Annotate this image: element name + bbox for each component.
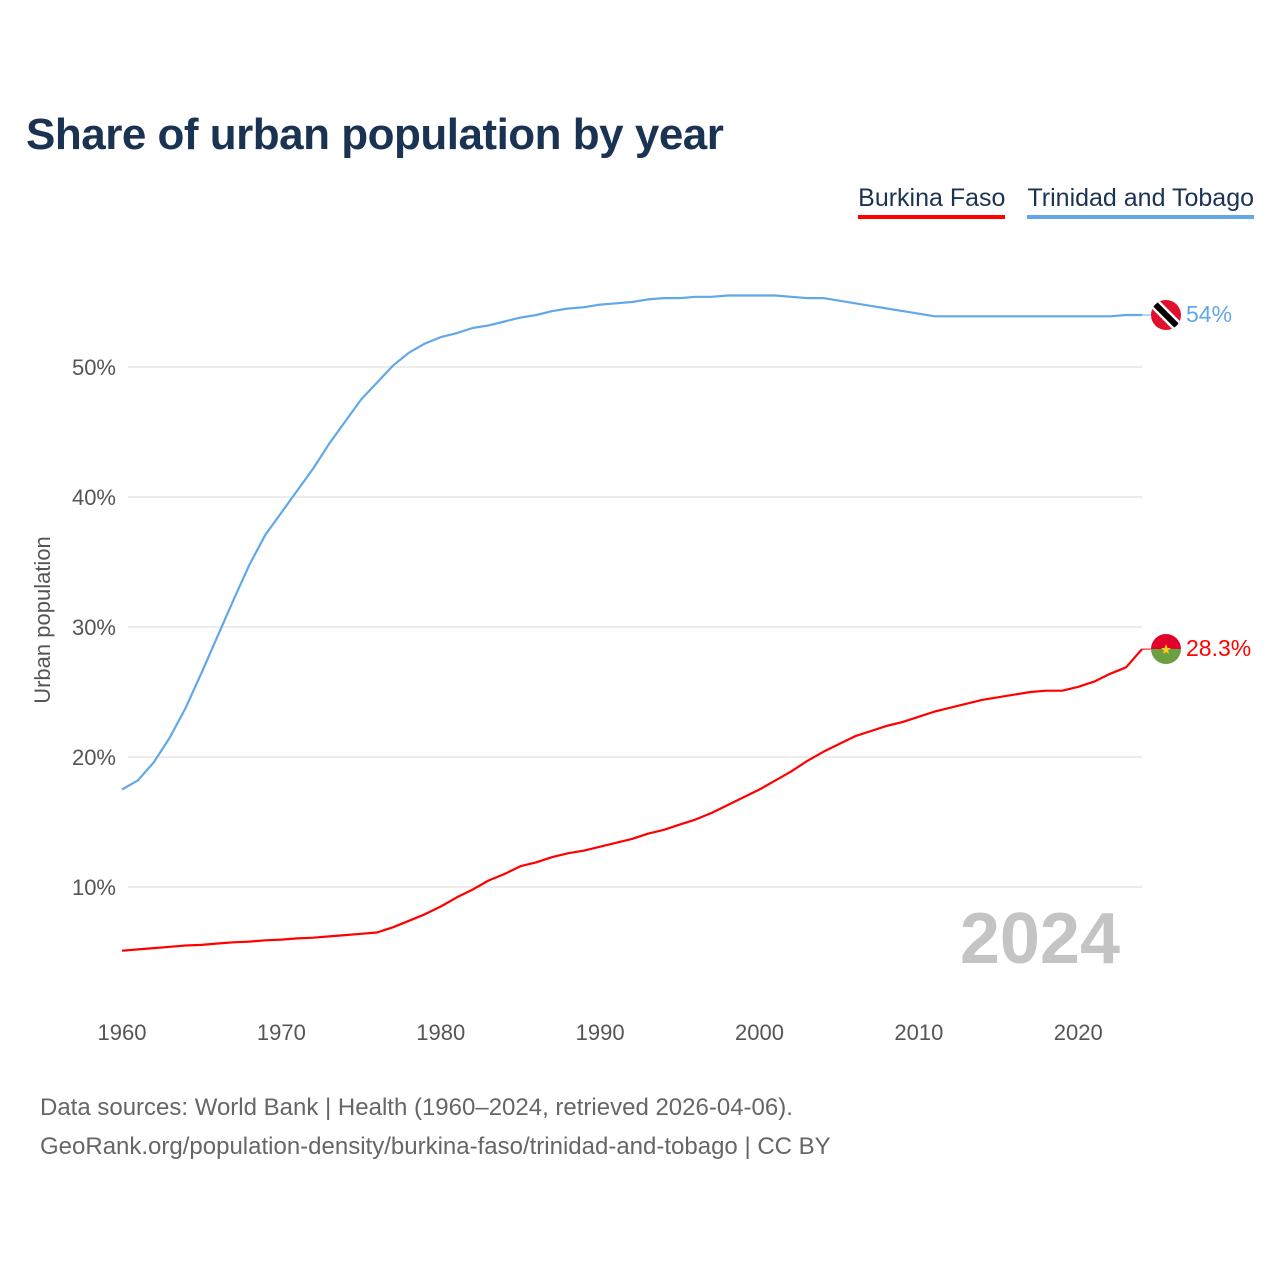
series-line-burkina-faso[interactable] [121, 648, 1143, 952]
data-source-note: Data sources: World Bank | Health (1960–… [40, 1094, 793, 1121]
end-label-trinidad-and-tobago: 54% [1186, 301, 1232, 327]
y-axis-label: Urban population [30, 536, 55, 704]
x-tick-label: 1960 [98, 1020, 147, 1045]
x-tick-label: 1990 [576, 1020, 625, 1045]
y-tick-label: 50% [72, 355, 116, 380]
end-label-burkina-faso: 28.3% [1186, 635, 1251, 661]
x-tick-label: 1980 [416, 1020, 465, 1045]
series-line-trinidad-and-tobago[interactable] [121, 294, 1142, 791]
trinidad-and-tobago-flag-icon [1151, 300, 1181, 330]
x-tick-label: 2020 [1054, 1020, 1103, 1045]
y-tick-label: 10% [72, 875, 116, 900]
year-label: 2024 [960, 899, 1120, 979]
y-tick-label: 30% [72, 615, 116, 640]
x-tick-label: 2010 [894, 1020, 943, 1045]
y-tick-label: 20% [72, 745, 116, 770]
legend-item-trinidad-and-tobago[interactable]: Trinidad and Tobago [1027, 184, 1254, 219]
burkina-faso-flag-icon [1151, 634, 1181, 664]
x-tick-label: 2000 [735, 1020, 784, 1045]
y-tick-label: 40% [72, 485, 116, 510]
legend: Burkina Faso Trinidad and Tobago [858, 184, 1254, 219]
footer: Data sources: World Bank | Health (1960–… [40, 1088, 831, 1166]
x-tick-label: 1970 [257, 1020, 306, 1045]
source-link[interactable]: GeoRank.org/population-density/burkina-f… [40, 1133, 831, 1160]
legend-item-burkina-faso[interactable]: Burkina Faso [858, 184, 1006, 219]
chart-title: Share of urban population by year [26, 110, 724, 159]
